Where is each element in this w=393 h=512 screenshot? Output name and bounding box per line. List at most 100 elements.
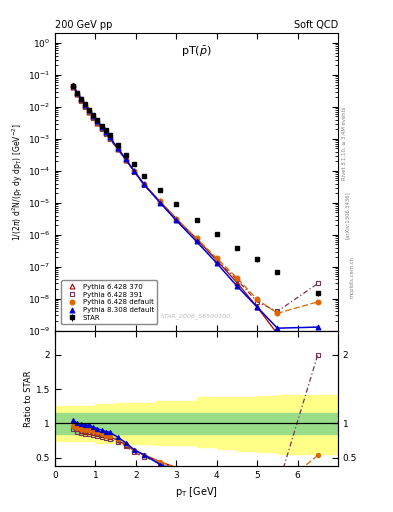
- Pythia 6.428 default: [95, 119, 100, 125]
- Pythia 6.428 391: [174, 217, 179, 223]
- Pythia 8.308 default: [194, 239, 199, 245]
- Pythia 6.428 default: [255, 296, 259, 303]
- Pythia 8.308 default: [123, 156, 128, 162]
- Pythia 6.428 default: [158, 199, 162, 205]
- Pythia 6.428 370: [214, 257, 219, 263]
- Pythia 6.428 391: [214, 257, 219, 263]
- Text: pT($\bar{p}$): pT($\bar{p}$): [181, 45, 212, 59]
- Pythia 6.428 default: [115, 145, 120, 152]
- Line: Pythia 6.428 370: Pythia 6.428 370: [71, 84, 320, 365]
- Pythia 6.428 391: [79, 98, 84, 104]
- Pythia 6.428 default: [83, 103, 88, 109]
- Pythia 8.308 default: [83, 101, 88, 108]
- Pythia 6.428 391: [107, 136, 112, 142]
- Pythia 6.428 370: [103, 130, 108, 136]
- Line: Pythia 6.428 default: Pythia 6.428 default: [71, 84, 320, 316]
- Pythia 6.428 391: [132, 168, 136, 175]
- Pythia 6.428 370: [132, 168, 136, 174]
- Pythia 6.428 391: [95, 120, 100, 126]
- Pythia 6.428 default: [141, 181, 146, 187]
- Pythia 6.428 370: [87, 109, 92, 115]
- Text: Rivet 3.1.10, ≥ 3.4M events: Rivet 3.1.10, ≥ 3.4M events: [342, 106, 346, 180]
- Pythia 6.428 391: [115, 146, 120, 153]
- Pythia 6.428 370: [316, 359, 320, 366]
- Pythia 6.428 391: [71, 84, 75, 90]
- Pythia 6.428 default: [235, 275, 239, 281]
- Pythia 6.428 370: [99, 125, 104, 131]
- Pythia 6.428 370: [91, 114, 96, 120]
- Pythia 8.308 default: [79, 96, 84, 102]
- Pythia 8.308 default: [103, 129, 108, 135]
- Pythia 6.428 370: [83, 103, 88, 109]
- Pythia 6.428 391: [99, 125, 104, 132]
- Pythia 6.428 391: [158, 199, 162, 205]
- Pythia 6.428 default: [75, 91, 80, 97]
- Pythia 6.428 default: [87, 109, 92, 115]
- Pythia 8.308 default: [107, 134, 112, 140]
- Pythia 6.428 391: [103, 131, 108, 137]
- Y-axis label: 1/(2$\pi$) d$^2$N/(p$_\mathrm{T}$ dy dp$_\mathrm{T}$) [GeV$^{-2}$]: 1/(2$\pi$) d$^2$N/(p$_\mathrm{T}$ dy dp$…: [11, 123, 25, 241]
- Pythia 6.428 default: [214, 255, 219, 261]
- Pythia 6.428 default: [194, 235, 199, 241]
- Pythia 8.308 default: [141, 181, 146, 187]
- Pythia 8.308 default: [214, 260, 219, 266]
- Pythia 6.428 default: [275, 310, 280, 316]
- Pythia 6.428 391: [83, 103, 88, 110]
- Pythia 8.308 default: [95, 118, 100, 124]
- Pythia 8.308 default: [91, 113, 96, 119]
- Pythia 8.308 default: [316, 324, 320, 330]
- Pythia 6.428 370: [75, 91, 80, 97]
- Pythia 8.308 default: [275, 325, 280, 331]
- X-axis label: p$_\mathrm{T}$ [GeV]: p$_\mathrm{T}$ [GeV]: [175, 485, 218, 499]
- Pythia 6.428 391: [194, 236, 199, 242]
- Pythia 6.428 370: [194, 236, 199, 242]
- Pythia 6.428 370: [95, 120, 100, 126]
- Pythia 6.428 default: [99, 125, 104, 131]
- Pythia 6.428 370: [79, 97, 84, 103]
- Pythia 6.428 default: [91, 114, 96, 120]
- Pythia 6.428 370: [174, 216, 179, 222]
- Pythia 6.428 391: [75, 91, 80, 97]
- Pythia 6.428 391: [235, 276, 239, 283]
- Pythia 6.428 391: [255, 299, 259, 305]
- Text: STAR_2006_S6500200: STAR_2006_S6500200: [162, 313, 231, 319]
- Pythia 6.428 default: [71, 83, 75, 90]
- Pythia 6.428 default: [107, 135, 112, 141]
- Pythia 6.428 default: [316, 299, 320, 305]
- Line: Pythia 8.308 default: Pythia 8.308 default: [71, 83, 320, 331]
- Legend: Pythia 6.428 370, Pythia 6.428 391, Pythia 6.428 default, Pythia 8.308 default, : Pythia 6.428 370, Pythia 6.428 391, Pyth…: [61, 281, 158, 324]
- Text: [arXiv:1306.3436]: [arXiv:1306.3436]: [345, 191, 350, 239]
- Pythia 6.428 391: [316, 281, 320, 287]
- Pythia 6.428 default: [79, 97, 84, 103]
- Pythia 6.428 370: [107, 135, 112, 141]
- Pythia 6.428 391: [275, 308, 280, 314]
- Pythia 6.428 370: [158, 199, 162, 205]
- Pythia 6.428 370: [141, 181, 146, 187]
- Pythia 8.308 default: [174, 218, 179, 224]
- Pythia 8.308 default: [132, 167, 136, 174]
- Text: Soft QCD: Soft QCD: [294, 20, 338, 30]
- Pythia 8.308 default: [235, 283, 239, 289]
- Pythia 8.308 default: [255, 304, 259, 310]
- Pythia 6.428 370: [115, 146, 120, 152]
- Y-axis label: Ratio to STAR: Ratio to STAR: [24, 370, 33, 426]
- Pythia 8.308 default: [75, 90, 80, 96]
- Pythia 6.428 default: [132, 168, 136, 174]
- Pythia 6.428 370: [235, 280, 239, 286]
- Pythia 6.428 391: [87, 109, 92, 115]
- Pythia 6.428 370: [275, 331, 280, 337]
- Pythia 6.428 370: [255, 304, 259, 310]
- Pythia 6.428 391: [141, 182, 146, 188]
- Pythia 6.428 370: [123, 157, 128, 163]
- Line: Pythia 6.428 391: Pythia 6.428 391: [71, 85, 320, 314]
- Pythia 6.428 391: [123, 157, 128, 163]
- Pythia 6.428 370: [71, 83, 75, 90]
- Pythia 6.428 default: [123, 157, 128, 163]
- Text: 200 GeV pp: 200 GeV pp: [55, 20, 112, 30]
- Pythia 8.308 default: [115, 145, 120, 151]
- Pythia 6.428 default: [174, 216, 179, 222]
- Pythia 6.428 default: [103, 130, 108, 136]
- Pythia 8.308 default: [71, 82, 75, 89]
- Pythia 6.428 391: [91, 115, 96, 121]
- Text: mcplots.cern.ch: mcplots.cern.ch: [349, 255, 354, 297]
